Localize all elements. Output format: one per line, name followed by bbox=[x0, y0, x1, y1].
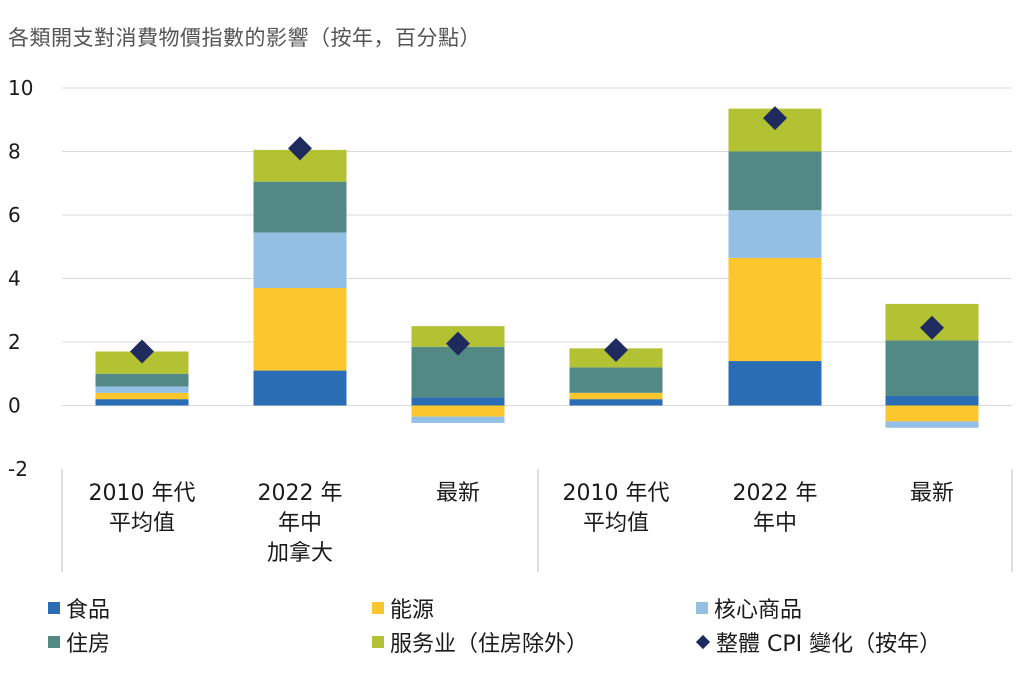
cpi-marker bbox=[920, 315, 944, 340]
bar-segment-energy bbox=[95, 392, 189, 400]
bar-segment-food bbox=[411, 397, 505, 406]
legend-item-food: 食品 bbox=[48, 592, 110, 624]
y-tick-label: 8 bbox=[8, 140, 21, 164]
bar-segment-core-goods bbox=[411, 416, 505, 423]
y-tick-label: 0 bbox=[8, 394, 21, 418]
cpi-markers bbox=[130, 106, 944, 364]
legend-swatch-services bbox=[372, 636, 384, 648]
bar-segment-food bbox=[95, 399, 189, 406]
x-category-label: 2010 年代 bbox=[563, 481, 670, 506]
bar-segment-food bbox=[728, 361, 822, 406]
bar-segment-energy bbox=[728, 257, 822, 362]
legend-item-cpi: 整體 CPI 變化（按年） bbox=[695, 626, 942, 658]
bar-segment-shelter bbox=[95, 373, 189, 387]
y-tick-label: -2 bbox=[8, 457, 28, 481]
bar-segment-energy bbox=[569, 392, 663, 400]
y-tick-label: 10 bbox=[8, 76, 33, 100]
bar-segment-food bbox=[885, 395, 979, 406]
legend-item-services: 服务业（住房除外） bbox=[372, 626, 588, 658]
gridlines bbox=[61, 87, 1013, 572]
x-category-label: 平均值 bbox=[109, 511, 175, 536]
bar-segment-shelter bbox=[569, 367, 663, 393]
bar-segment-core-goods bbox=[253, 232, 347, 289]
bar-segment-shelter bbox=[885, 340, 979, 396]
bar-segment-food bbox=[569, 399, 663, 406]
cpi-marker bbox=[446, 331, 470, 356]
bar-segment-energy bbox=[253, 288, 347, 371]
legend-item-energy: 能源 bbox=[372, 592, 434, 624]
chart-title: 各類開支對消費物價指數的影響（按年，百分點） bbox=[8, 26, 481, 50]
x-category-label: 年中 bbox=[278, 511, 322, 536]
legend-label: 住房 bbox=[66, 632, 111, 657]
x-category-label: 最新 bbox=[436, 481, 480, 506]
bar-segment-energy bbox=[885, 405, 979, 422]
bar-segment-shelter bbox=[728, 151, 822, 211]
legend: 食品 能源 核心商品 住房 服务业（住房除外） 整體 CPI 變化（按年） bbox=[0, 584, 1023, 674]
x-category-label: 2022 年 bbox=[733, 481, 818, 506]
bar-segment-food bbox=[253, 370, 347, 406]
cpi-marker bbox=[604, 337, 628, 362]
bar-segment-core-goods bbox=[885, 421, 979, 428]
x-group-label: 加拿大 bbox=[267, 540, 333, 566]
bar-segment-energy bbox=[411, 405, 505, 417]
x-category-label: 平均值 bbox=[583, 511, 649, 536]
legend-swatch-core-goods bbox=[696, 602, 708, 614]
legend-label: 服务业（住房除外） bbox=[390, 632, 589, 657]
bar-segment-core-goods bbox=[728, 210, 822, 258]
bar-segment-shelter bbox=[253, 181, 347, 233]
x-category-label: 最新 bbox=[910, 481, 954, 506]
legend-item-shelter: 住房 bbox=[48, 626, 110, 658]
legend-label: 食品 bbox=[66, 598, 111, 623]
legend-label: 核心商品 bbox=[714, 598, 803, 623]
x-category-label: 2022 年 bbox=[258, 481, 343, 506]
cpi-marker bbox=[130, 339, 154, 364]
y-tick-label: 4 bbox=[8, 267, 21, 291]
bar-segment-core-goods bbox=[95, 386, 189, 393]
x-category-label: 2010 年代 bbox=[89, 481, 196, 506]
legend-item-core-goods: 核心商品 bbox=[696, 592, 802, 624]
y-tick-label: 2 bbox=[8, 330, 21, 354]
legend-label: 整體 CPI 變化（按年） bbox=[716, 632, 942, 657]
cpi-marker bbox=[763, 106, 787, 131]
bars bbox=[95, 108, 979, 428]
legend-label: 能源 bbox=[390, 598, 435, 623]
y-tick-label: 6 bbox=[8, 203, 21, 227]
legend-swatch-energy bbox=[372, 602, 384, 614]
x-category-label: 年中 bbox=[753, 511, 797, 536]
legend-swatch-shelter bbox=[48, 636, 60, 648]
cpi-marker bbox=[288, 136, 312, 161]
legend-swatch-food bbox=[48, 602, 60, 614]
diamond-icon bbox=[695, 634, 711, 650]
